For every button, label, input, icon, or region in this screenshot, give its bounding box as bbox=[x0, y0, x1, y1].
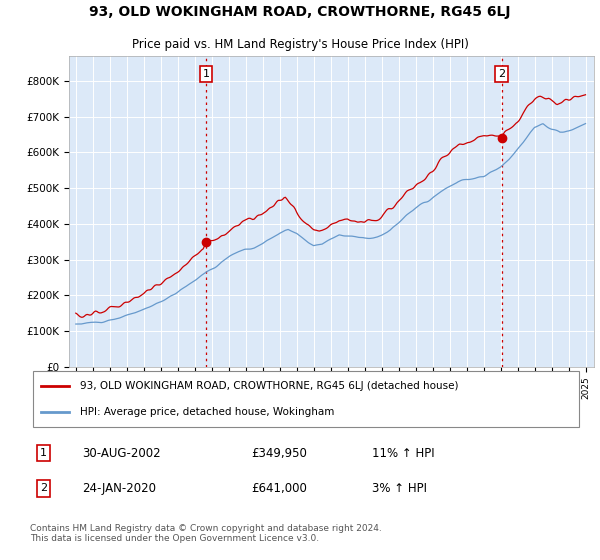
Text: Contains HM Land Registry data © Crown copyright and database right 2024.
This d: Contains HM Land Registry data © Crown c… bbox=[30, 524, 382, 543]
Text: 24-JAN-2020: 24-JAN-2020 bbox=[82, 482, 157, 495]
Text: 11% ↑ HPI: 11% ↑ HPI bbox=[372, 447, 435, 460]
FancyBboxPatch shape bbox=[33, 371, 579, 427]
Text: 2: 2 bbox=[498, 69, 505, 79]
Text: £349,950: £349,950 bbox=[251, 447, 307, 460]
Text: 30-AUG-2002: 30-AUG-2002 bbox=[82, 447, 161, 460]
Text: 1: 1 bbox=[202, 69, 209, 79]
Text: 1: 1 bbox=[40, 449, 47, 459]
Text: 93, OLD WOKINGHAM ROAD, CROWTHORNE, RG45 6LJ (detached house): 93, OLD WOKINGHAM ROAD, CROWTHORNE, RG45… bbox=[80, 381, 458, 391]
Text: HPI: Average price, detached house, Wokingham: HPI: Average price, detached house, Woki… bbox=[80, 407, 334, 417]
Text: £641,000: £641,000 bbox=[251, 482, 307, 495]
Text: 2: 2 bbox=[40, 483, 47, 493]
Text: 93, OLD WOKINGHAM ROAD, CROWTHORNE, RG45 6LJ: 93, OLD WOKINGHAM ROAD, CROWTHORNE, RG45… bbox=[89, 5, 511, 18]
Text: Price paid vs. HM Land Registry's House Price Index (HPI): Price paid vs. HM Land Registry's House … bbox=[131, 38, 469, 50]
Text: 3% ↑ HPI: 3% ↑ HPI bbox=[372, 482, 427, 495]
